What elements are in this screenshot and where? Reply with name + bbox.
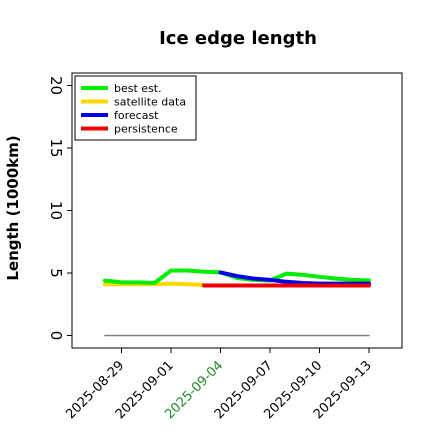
series-lines: [103, 268, 371, 337]
chart-title: Ice edge length: [159, 28, 317, 49]
legend-label: best est.: [114, 82, 162, 95]
y-tick-label: 15: [47, 138, 65, 157]
legend: best est.satellite dataforecastpersisten…: [74, 75, 197, 141]
y-tick-label: 20: [47, 76, 65, 95]
y-axis-label: Length (1000km): [4, 135, 22, 280]
legend-label: satellite data: [114, 96, 186, 109]
legend-label: persistence: [114, 123, 178, 136]
y-tick-label: 5: [47, 268, 65, 278]
y-tick-label: 0: [47, 331, 65, 341]
y-axis: 0 5 10 15 20: [47, 76, 72, 340]
y-tick-label: 10: [47, 201, 65, 220]
legend-label: forecast: [114, 109, 159, 122]
x-axis: 2025-08-292025-09-012025-09-042025-09-07…: [63, 348, 375, 422]
